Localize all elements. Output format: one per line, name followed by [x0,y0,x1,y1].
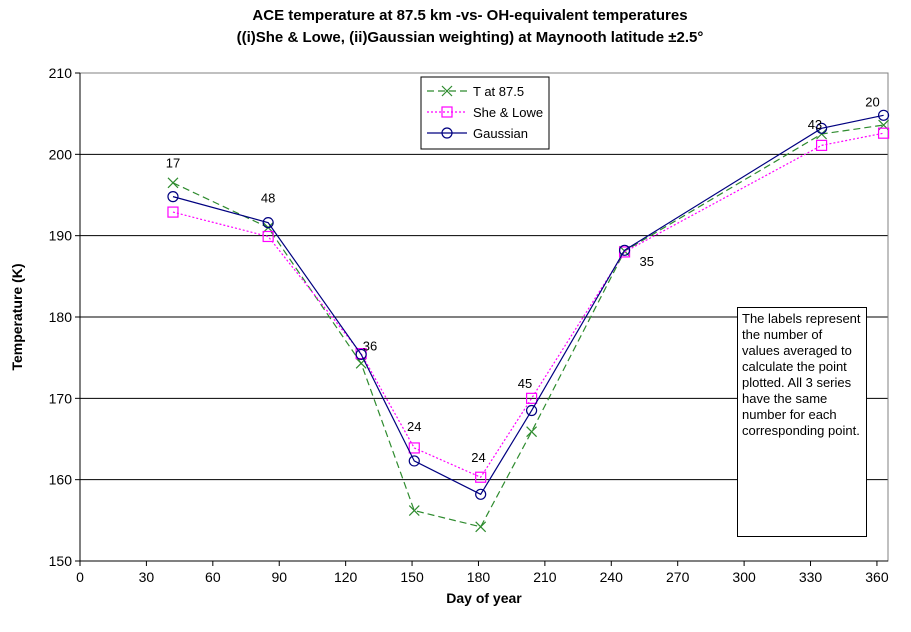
point-count-label: 17 [166,155,180,170]
data-point [877,109,890,121]
point-labels: 17 48 36 24 24 45 35 43 20 [166,94,880,464]
data-point [475,521,487,533]
data-point [167,191,179,203]
x-tick-label: 300 [732,569,756,585]
data-point [262,217,274,229]
legend: T at 87.5 She & Lowe Gaussian [420,76,550,150]
series-2 [167,109,890,500]
point-count-label: 43 [808,117,822,132]
chart-title-line-2: ((i)She & Lowe, (ii)Gaussian weighting) … [237,29,704,46]
point-count-label: 24 [407,419,421,434]
legend-label: Gaussian [473,126,528,141]
legend-marker [441,85,453,97]
legend-marker [441,127,453,139]
data-point [408,442,420,454]
x-tick-label: 180 [467,569,491,585]
x-tick-label: 0 [76,569,84,585]
series-group [167,109,890,533]
axes: 150 160 170 180 190 200 210 0 30 60 90 120 150 180 210… [49,65,889,585]
point-count-label: 24 [471,450,485,465]
x-axis-label: Day of year [446,590,522,606]
data-point [355,348,367,361]
x-tick-label: 30 [139,569,155,585]
series-line [172,132,884,478]
y-axis-label: Temperature (K) [9,263,25,370]
x-tick-label: 270 [666,569,690,585]
data-point [408,505,420,516]
x-tick-label: 60 [205,569,221,585]
data-point [525,404,538,417]
y-tick-label: 170 [49,390,73,406]
series-line [172,114,884,496]
chart-title-line-1: ACE temperature at 87.5 km -vs- OH-equiv… [252,7,687,24]
point-count-label: 45 [518,376,532,391]
legend-entry: She & Lowe [427,105,543,120]
series-line [172,124,884,528]
point-count-label: 48 [261,190,275,205]
data-point [618,244,631,256]
x-tick-label: 90 [271,569,287,585]
x-tick-label: 360 [865,569,889,585]
annotation-note: The labels represent the number of value… [737,307,867,537]
x-tick-label: 240 [600,569,624,585]
data-point [475,488,487,500]
legend-marker [441,106,453,118]
legend-entry: Gaussian [427,126,528,141]
point-count-label: 20 [865,94,879,109]
y-tick-label: 160 [49,472,73,488]
y-tick-label: 210 [49,65,73,81]
x-tick-label: 150 [400,569,424,585]
data-point [408,455,420,467]
y-tick-label: 190 [49,228,73,244]
point-count-label: 35 [639,254,653,269]
y-tick-label: 150 [49,553,73,569]
x-tick-label: 120 [334,569,358,585]
data-point [526,426,538,438]
data-point [167,206,179,218]
data-point [167,177,179,189]
legend-label: T at 87.5 [473,84,524,99]
data-point [475,471,487,483]
y-tick-label: 180 [49,309,73,325]
legend-entry: T at 87.5 [427,84,524,99]
data-point [877,127,890,139]
legend-label: She & Lowe [473,105,543,120]
data-point [815,122,828,134]
point-count-label: 36 [363,338,377,353]
data-point [815,139,828,151]
x-tick-label: 330 [799,569,823,585]
x-tick-label: 210 [533,569,557,585]
y-tick-label: 200 [49,146,73,162]
data-point [525,392,538,404]
data-point [262,230,274,243]
